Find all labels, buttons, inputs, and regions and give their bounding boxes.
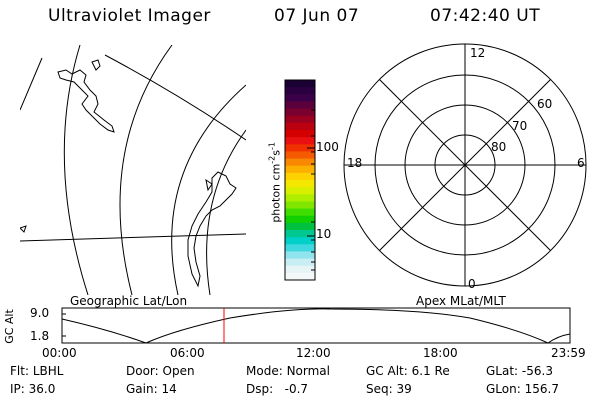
coastline xyxy=(91,59,101,71)
mlt-label-18: 18 xyxy=(347,156,363,170)
colorbar-swatch xyxy=(285,201,315,210)
gc-alt-ylabel: GC Alt xyxy=(2,309,16,344)
colorbar-swatch xyxy=(285,208,315,217)
colorbar-swatch xyxy=(285,108,315,117)
colorbar-swatch xyxy=(285,130,315,138)
status-glat: GLat: -56.3 xyxy=(486,364,553,378)
observation-date: 07 Jun 07 xyxy=(274,6,360,26)
meridian-line xyxy=(20,57,43,111)
coastline xyxy=(205,178,213,192)
colorbar-swatch xyxy=(285,87,315,95)
colorbar-swatch xyxy=(285,230,315,238)
colorbar-swatch xyxy=(285,222,315,231)
colorbar-swatch xyxy=(285,165,315,174)
colorbar-tick-100: 100 xyxy=(316,140,339,154)
status-mode: Mode: Normal xyxy=(246,364,330,378)
gc-alt-xtick: 18:00 xyxy=(423,346,458,360)
meridian-line xyxy=(104,54,246,141)
colorbar-swatch xyxy=(285,265,315,274)
mlt-label-12: 12 xyxy=(470,46,486,60)
mlt-label-0: 0 xyxy=(468,277,476,291)
lat-arc xyxy=(119,45,173,295)
colorbar xyxy=(284,79,316,281)
colorbar-swatch xyxy=(285,180,315,188)
gc-alt-xtick: 12:00 xyxy=(296,346,331,360)
colorbar-frame xyxy=(284,79,316,281)
geographic-label: Geographic Lat/Lon xyxy=(70,294,188,308)
mlt-label-6: 6 xyxy=(577,156,585,170)
mlat-label-80: 80 xyxy=(491,140,507,154)
status-gain: Gain: 14 xyxy=(126,382,177,396)
lat-arc xyxy=(206,129,246,295)
colorbar-swatch xyxy=(285,80,315,88)
colorbar-swatch xyxy=(285,244,315,252)
status-door: Door: Open xyxy=(126,364,195,378)
status-gc-alt: GC Alt: 6.1 Re xyxy=(366,364,450,378)
colorbar-swatch xyxy=(285,115,315,124)
gc-alt-ytick-9: 9.0 xyxy=(30,306,50,320)
gc-alt-xtick: 23:59 xyxy=(551,346,586,360)
colorbar-swatch xyxy=(285,94,315,102)
colorbar-swatch xyxy=(285,158,315,167)
colorbar-swatch xyxy=(285,172,315,181)
gc-alt-xtick: 00:00 xyxy=(42,346,77,360)
colorbar-swatch xyxy=(285,258,315,267)
gc-alt-xtick: 06:00 xyxy=(170,346,205,360)
gc-alt-ytick-1-8: 1.8 xyxy=(30,329,50,343)
colorbar-swatch xyxy=(285,237,315,245)
lat-arc xyxy=(171,84,246,295)
mlt-line-diag xyxy=(379,79,551,251)
polar-label: Apex MLat/MLT xyxy=(416,294,506,308)
colorbar-swatch xyxy=(285,272,315,281)
mlat-label-70: 70 xyxy=(512,119,528,133)
gc-alt-ylabel-wrap: GC Alt xyxy=(2,306,30,348)
gc-alt-frame xyxy=(61,307,571,344)
colorbar-swatch xyxy=(285,144,315,152)
colorbar-swatch xyxy=(285,187,315,195)
status-glon: GLon: 156.7 xyxy=(486,382,559,396)
colorbar-tick-10: 10 xyxy=(316,227,332,241)
coastline xyxy=(20,225,27,233)
colorbar-swatch xyxy=(285,151,315,160)
meridian-line xyxy=(20,233,246,242)
coastline xyxy=(57,69,115,133)
mlat-label-60: 60 xyxy=(537,97,553,111)
status-ip: IP: 36.0 xyxy=(10,382,56,396)
coastline xyxy=(187,171,237,288)
gc-alt-curve xyxy=(61,308,571,344)
lat-arc xyxy=(63,45,89,295)
observation-time: 07:42:40 UT xyxy=(430,6,541,26)
status-seq: Seq: 39 xyxy=(366,382,412,396)
colorbar-swatch xyxy=(285,215,315,224)
instrument-title: Ultraviolet Imager xyxy=(48,6,211,26)
status-dsp: Dsp: -0.7 xyxy=(246,382,309,396)
colorbar-swatch xyxy=(285,122,315,131)
status-filter: Flt: LBHL xyxy=(10,364,64,378)
colorbar-swatch xyxy=(285,251,315,260)
colorbar-swatch xyxy=(285,194,315,202)
colorbar-swatch xyxy=(285,101,315,110)
colorbar-swatch xyxy=(285,137,315,145)
